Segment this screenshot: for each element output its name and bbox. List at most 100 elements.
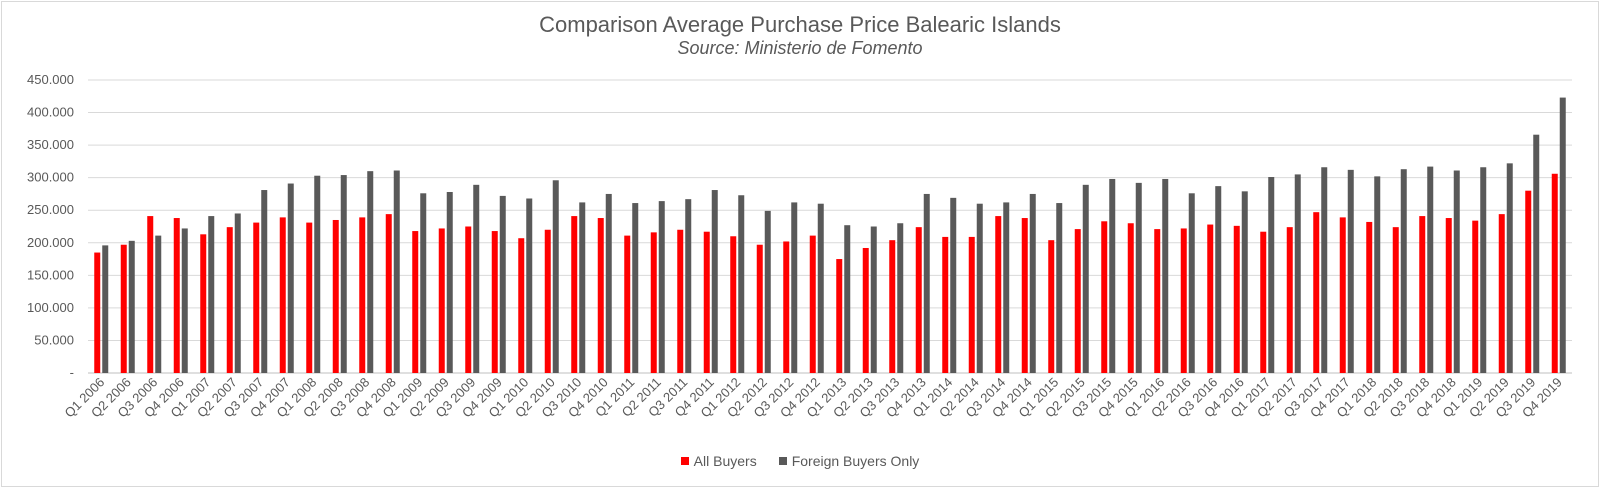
bar-foreign-buyers [950,197,957,373]
bar-all-buyers [1366,221,1373,373]
bar-all-buyers [465,226,472,373]
bar-all-buyers [809,235,816,373]
bar-all-buyers [1551,173,1558,373]
bar-all-buyers [571,216,578,373]
bar-foreign-buyers [1003,202,1010,373]
bar-foreign-buyers [1453,170,1460,373]
bar-foreign-buyers [1347,169,1354,373]
bar-foreign-buyers [1294,174,1301,373]
bar-foreign-buyers [1188,193,1195,373]
bar-foreign-buyers [1241,191,1248,373]
bar-foreign-buyers [1109,178,1116,373]
bar-all-buyers [1472,220,1479,373]
bar-foreign-buyers [526,198,533,373]
bar-all-buyers [279,217,286,373]
bar-foreign-buyers [764,210,771,373]
bar-foreign-buyers [817,203,824,373]
bar-foreign-buyers [1162,178,1169,373]
bar-foreign-buyers [473,184,480,373]
bar-all-buyers [491,231,498,373]
bar-all-buyers [624,235,631,373]
bar-all-buyers [942,236,949,373]
bar-all-buyers [968,236,975,373]
bar-foreign-buyers [234,213,241,373]
bar-foreign-buyers [1559,97,1566,373]
bar-all-buyers [730,236,737,373]
bar-all-buyers [518,238,525,373]
bar-all-buyers [438,228,445,373]
bar-foreign-buyers [446,191,453,373]
bar-foreign-buyers [499,195,506,373]
bar-all-buyers [915,227,922,373]
bar-foreign-buyers [1480,167,1487,373]
legend-swatch-all-buyers [680,457,689,465]
bar-foreign-buyers [340,175,347,373]
y-tick-label: 200.000 [27,235,74,250]
bar-foreign-buyers [632,203,639,373]
bar-foreign-buyers [128,240,135,373]
bar-foreign-buyers [1400,169,1407,373]
bar-foreign-buyers [552,180,559,373]
bar-foreign-buyers [923,193,930,373]
bar-all-buyers [889,240,896,373]
bar-all-buyers [200,234,207,373]
bar-foreign-buyers [1321,167,1328,373]
bar-foreign-buyers [314,175,321,373]
y-tick-label: 450.000 [27,72,74,87]
bar-foreign-buyers [1056,203,1063,373]
bar-foreign-buyers [685,199,692,373]
bar-all-buyers [1525,190,1532,373]
bar-all-buyers [1207,224,1214,373]
bar-all-buyers [1154,229,1161,373]
bar-foreign-buyers [791,202,798,373]
bar-foreign-buyers [1082,184,1089,373]
bar-all-buyers [756,244,763,373]
bar-all-buyers [1419,216,1426,373]
bar-foreign-buyers [367,171,374,373]
chart-title: Comparison Average Purchase Price Balear… [539,12,1061,37]
bar-foreign-buyers [181,228,188,373]
bar-foreign-buyers [261,190,268,373]
bar-foreign-buyers [208,216,215,373]
bar-all-buyers [306,222,313,373]
bar-foreign-buyers [579,202,586,373]
bar-all-buyers [1101,221,1108,373]
bar-all-buyers [253,222,260,373]
bar-all-buyers [836,259,843,373]
legend-item-all-buyers: All Buyers [680,453,757,469]
bar-all-buyers [94,252,101,373]
bar-all-buyers [677,229,684,373]
y-tick-label: 100.000 [27,300,74,315]
bar-foreign-buyers [420,193,427,373]
y-tick-label: 350.000 [27,137,74,152]
y-tick-label: - [70,365,74,380]
bar-foreign-buyers [393,170,400,373]
bar-foreign-buyers [1268,177,1275,373]
bar-all-buyers [1392,227,1399,373]
bar-foreign-buyers [844,225,851,373]
bar-foreign-buyers [897,223,904,373]
bar-foreign-buyers [1374,176,1381,373]
bar-all-buyers [359,217,366,373]
y-tick-label: 400.000 [27,105,74,120]
bar-all-buyers [147,216,154,373]
bar-all-buyers [783,241,790,373]
bar-all-buyers [1286,227,1293,373]
bar-all-buyers [650,232,657,373]
legend-swatch-foreign-buyers [778,457,787,465]
bar-foreign-buyers [1533,134,1540,373]
bar-foreign-buyers [1215,186,1222,373]
bar-all-buyers [173,218,180,373]
legend-label-all-buyers: All Buyers [693,453,757,469]
bar-all-buyers [995,216,1002,373]
y-tick-label: 150.000 [27,267,74,282]
bar-all-buyers [1127,223,1134,373]
y-tick-label: 50.000 [34,332,74,347]
bar-foreign-buyers [1029,193,1036,373]
bar-all-buyers [332,219,339,373]
bar-all-buyers [1074,229,1081,373]
bar-all-buyers [1498,214,1505,373]
bar-foreign-buyers [711,190,718,373]
bar-all-buyers [597,218,604,373]
